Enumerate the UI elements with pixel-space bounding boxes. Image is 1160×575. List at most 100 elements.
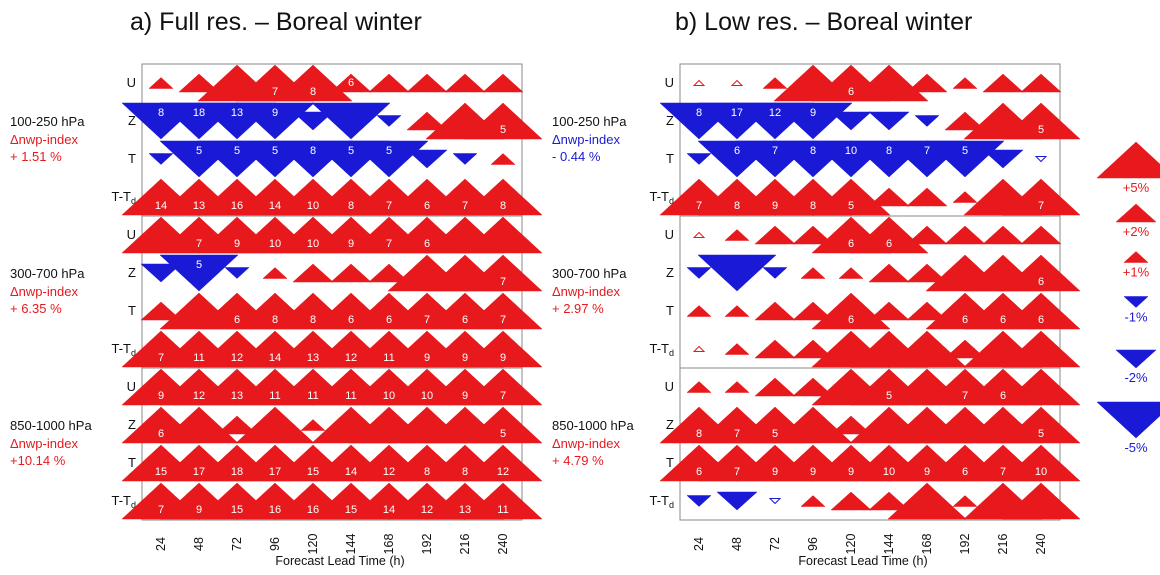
row-variable-label: T: [128, 151, 136, 166]
triangle-value-label: 14: [155, 200, 167, 212]
triangle-value-label: 9: [462, 390, 468, 402]
triangle-marker: [692, 345, 706, 352]
legend-label: -1%: [1124, 310, 1148, 325]
panel-frame: [141, 63, 523, 521]
block-index-label: Δnwp-index: [10, 132, 78, 147]
panel-b-xlabel: Forecast Lead Time (h): [798, 554, 927, 568]
triangle-value-label: 10: [269, 238, 281, 250]
x-tick-label: 240: [496, 534, 510, 555]
triangle-marker: [330, 263, 372, 283]
triangle-marker: [686, 153, 712, 165]
triangle-marker: [906, 73, 948, 93]
triangle-value-label: 6: [1038, 314, 1044, 326]
triangle-marker: [830, 111, 872, 131]
block-index-value: + 2.97 %: [552, 301, 604, 316]
row-variable-label: T: [128, 303, 136, 318]
row-variable-label: T-Td: [111, 493, 136, 510]
triangle-value-label: 6: [1038, 276, 1044, 288]
triangle-value-label: 15: [307, 466, 319, 478]
triangle-marker: [1001, 444, 1081, 482]
triangle-marker: [982, 225, 1024, 245]
triangle-marker: [697, 254, 777, 292]
triangle-value-label: 9: [348, 238, 354, 250]
block-level-label: 100-250 hPa: [552, 114, 627, 129]
triangle-value-label: 16: [307, 504, 319, 516]
block-index-value: - 0.44 %: [552, 149, 601, 164]
triangle-value-label: 11: [383, 352, 394, 364]
triangle-marker: [868, 111, 910, 131]
block-index-value: + 1.51 %: [10, 149, 62, 164]
triangle-value-label: 6: [848, 86, 854, 98]
triangle-value-label: 6: [848, 314, 854, 326]
triangle-value-label: 8: [696, 428, 702, 440]
triangle-marker: [754, 225, 796, 245]
x-tick-label: 96: [268, 537, 282, 551]
triangle-marker: [1001, 254, 1081, 292]
triangle-value-label: 17: [731, 107, 743, 119]
triangle-marker: [724, 305, 750, 317]
triangle-value-label: 15: [345, 504, 357, 516]
triangle-marker: [224, 267, 250, 279]
triangle-value-label: 8: [462, 466, 468, 478]
triangle-value-label: 9: [772, 466, 778, 478]
triangle-value-label: 17: [193, 466, 205, 478]
triangle-marker: [463, 444, 543, 482]
triangle-value-label: 7: [386, 238, 392, 250]
triangle-value-label: 5: [962, 145, 968, 157]
triangle-value-label: 8: [310, 314, 316, 326]
legend-label: -2%: [1124, 370, 1148, 385]
triangle-marker: [292, 263, 334, 283]
triangle-marker: [1001, 406, 1081, 444]
triangle-value-label: 5: [886, 390, 892, 402]
triangle-value-label: 12: [231, 352, 243, 364]
row-variable-label: T-Td: [111, 189, 136, 206]
triangle-value-label: 10: [883, 466, 895, 478]
triangle-marker: [887, 482, 967, 520]
triangle-marker: [792, 339, 834, 359]
triangle-value-label: 10: [307, 238, 319, 250]
triangle-marker: [686, 495, 712, 507]
triangle-value-label: 7: [1000, 466, 1006, 478]
panel-a-xlabel: Forecast Lead Time (h): [275, 554, 404, 568]
triangle-marker: [754, 339, 796, 359]
triangle-value-label: 7: [386, 200, 392, 212]
row-variable-label: T: [666, 455, 674, 470]
legend-label: -5%: [1124, 440, 1148, 455]
triangle-value-label: 5: [500, 124, 506, 136]
x-tick-label: 192: [420, 534, 434, 555]
triangle-marker: [952, 191, 978, 203]
triangle-marker: [463, 216, 543, 254]
triangle-marker: [292, 111, 334, 131]
triangle-marker: [300, 419, 326, 431]
triangle-marker: [724, 229, 750, 241]
triangle-marker: [463, 254, 543, 292]
triangle-value-label: 7: [696, 200, 702, 212]
triangle-value-label: 6: [348, 314, 354, 326]
triangle-value-label: 13: [231, 107, 243, 119]
panel-frame: [679, 63, 1061, 521]
triangle-value-label: 6: [424, 238, 430, 250]
x-tick-label: 72: [230, 537, 244, 551]
triangle-marker: [724, 381, 750, 393]
row-variable-label: T: [666, 151, 674, 166]
triangle-marker: [906, 301, 948, 321]
triangle-value-label: 10: [421, 390, 433, 402]
triangle-value-label: 5: [1038, 428, 1044, 440]
triangle-marker: [1001, 482, 1081, 520]
row-variable-label: Z: [666, 113, 674, 128]
triangle-marker: [952, 77, 978, 89]
triangle-value-label: 5: [1038, 124, 1044, 136]
triangle-value-label: 7: [1038, 200, 1044, 212]
triangle-marker: [368, 73, 410, 93]
triangle-marker: [140, 263, 182, 283]
triangle-value-label: 8: [310, 145, 316, 157]
triangle-marker: [982, 149, 1024, 169]
triangle-marker: [140, 301, 182, 321]
triangle-value-label: 10: [307, 200, 319, 212]
triangle-value-label: 18: [231, 466, 243, 478]
triangle-value-label: 6: [848, 238, 854, 250]
block-index-label: Δnwp-index: [552, 284, 620, 299]
x-tick-label: 168: [920, 534, 934, 555]
triangle-value-label: 12: [497, 466, 509, 478]
triangle-value-label: 7: [424, 314, 430, 326]
